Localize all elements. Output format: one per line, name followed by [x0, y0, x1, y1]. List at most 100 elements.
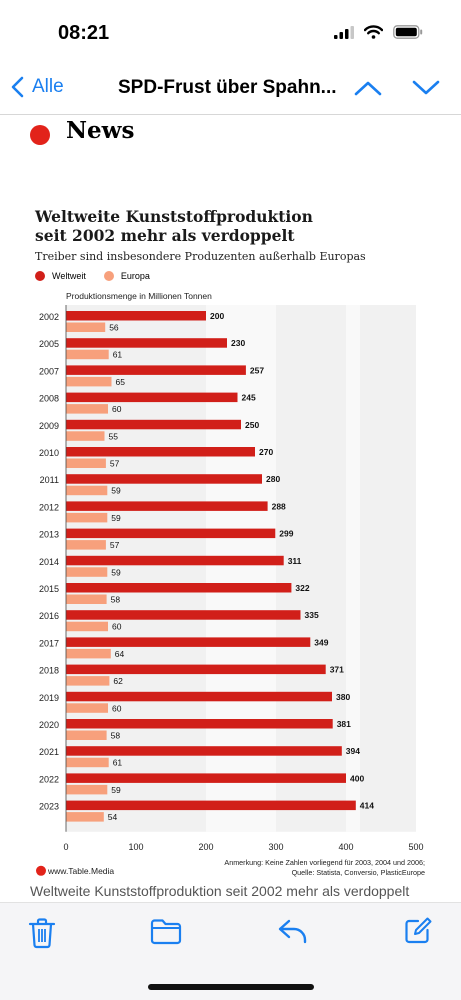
data-label-weltweit: 200	[210, 311, 224, 321]
move-folder-button[interactable]	[150, 917, 182, 950]
category-label: 2011	[40, 475, 59, 485]
data-label-weltweit: 380	[336, 692, 350, 702]
data-label-weltweit: 299	[279, 529, 293, 539]
data-label-europa: 61	[113, 758, 123, 768]
bottom-toolbar	[0, 902, 461, 1000]
data-label-europa: 57	[110, 459, 120, 469]
legend-swatch-europa	[103, 271, 114, 281]
bar-weltweit	[66, 773, 346, 783]
data-label-weltweit: 349	[314, 637, 328, 647]
category-label: 2007	[39, 366, 59, 376]
reply-icon	[278, 919, 307, 944]
data-label-europa: 58	[111, 595, 121, 605]
data-label-europa: 64	[115, 649, 125, 659]
bar-europa	[66, 676, 110, 686]
bar-europa	[66, 458, 106, 468]
section-label: News	[66, 117, 135, 144]
data-label-europa: 61	[113, 350, 123, 360]
category-label: 2017	[39, 638, 59, 648]
bar-europa	[66, 512, 108, 523]
data-label-weltweit: 394	[346, 746, 360, 756]
bar-weltweit	[66, 800, 356, 811]
data-label-europa: 60	[112, 404, 122, 414]
message-title: SPD-Frust über Spahn...	[118, 77, 337, 98]
legend-swatch-weltweit	[35, 271, 45, 281]
bar-europa	[66, 784, 108, 795]
legend-item-weltweit: Weltweit	[35, 271, 86, 281]
compose-icon	[405, 917, 432, 944]
bar-chart: Produktionsmenge in Millionen Tonnen 200 2…	[36, 291, 425, 877]
x-tick-label: 500	[408, 842, 423, 852]
bar-europa	[66, 621, 108, 632]
bar-europa	[66, 567, 108, 577]
news-dot-icon	[30, 125, 50, 145]
message-body[interactable]: News Weltweite Kunststoffproduktion seit…	[0, 115, 461, 901]
folder-icon	[150, 919, 182, 945]
table-media-logo-icon	[36, 865, 46, 876]
bar-europa	[66, 540, 106, 550]
category-label: 2008	[39, 394, 59, 404]
category-label: 2019	[39, 693, 59, 703]
bar-europa	[66, 431, 105, 441]
bar-weltweit	[66, 583, 292, 593]
x-tick-label: 300	[268, 842, 283, 852]
bar-weltweit	[66, 311, 206, 321]
bar-europa	[66, 703, 108, 713]
data-label-europa: 56	[109, 323, 119, 333]
data-label-europa: 59	[111, 785, 121, 795]
chart-image[interactable]: Weltweite Kunststoffproduktion seit 2002…	[22, 201, 442, 881]
signal-icon	[334, 25, 354, 39]
compose-button[interactable]	[404, 917, 432, 950]
chart-background-band	[346, 305, 360, 832]
data-label-europa: 65	[116, 377, 126, 387]
data-label-weltweit: 257	[250, 365, 264, 375]
bar-weltweit	[66, 419, 241, 430]
bar-europa	[66, 322, 106, 332]
category-label: 2005	[39, 339, 59, 349]
chart-title-line-1: Weltweite Kunststoffproduktion	[35, 207, 313, 226]
data-label-weltweit: 270	[259, 447, 273, 457]
bar-weltweit	[66, 528, 276, 539]
category-label: 2010	[39, 448, 59, 458]
category-label: 2020	[39, 720, 59, 730]
category-label: 2012	[39, 502, 59, 512]
status-icons	[334, 25, 423, 39]
category-label: 2022	[39, 774, 59, 784]
category-label: 2021	[39, 747, 59, 757]
battery-icon	[393, 25, 423, 39]
nav-divider	[0, 114, 461, 115]
data-label-weltweit: 371	[330, 665, 344, 675]
y-axis-label: Produktionsmenge in Millionen Tonnen	[66, 291, 212, 301]
data-label-europa: 54	[108, 812, 118, 822]
chevron-up-icon	[354, 81, 382, 96]
bar-weltweit	[66, 637, 311, 647]
category-label: 2018	[39, 666, 59, 676]
data-label-weltweit: 288	[272, 501, 286, 511]
data-label-europa: 59	[111, 486, 121, 496]
delete-button[interactable]	[28, 917, 56, 954]
bar-europa	[66, 812, 104, 822]
x-tick-label: 200	[198, 842, 213, 852]
chevron-left-icon	[11, 76, 24, 98]
data-label-weltweit: 335	[305, 610, 319, 620]
category-label: 2016	[39, 611, 59, 621]
category-label: 2023	[39, 802, 59, 812]
reply-button[interactable]	[277, 917, 309, 950]
bar-weltweit	[66, 664, 326, 675]
data-label-europa: 60	[112, 622, 122, 632]
bar-weltweit	[66, 338, 227, 348]
data-label-weltweit: 245	[242, 393, 256, 403]
bar-europa	[66, 349, 109, 360]
bar-europa	[66, 485, 108, 496]
data-label-europa: 55	[109, 431, 119, 441]
back-button[interactable]: Alle	[10, 76, 64, 98]
nav-bar: Alle SPD-Frust über Spahn...	[0, 66, 461, 112]
data-label-europa: 59	[111, 567, 121, 577]
bar-weltweit	[66, 474, 262, 484]
data-label-weltweit: 250	[245, 420, 259, 430]
category-label: 2014	[39, 557, 59, 567]
next-message-button[interactable]	[412, 80, 440, 101]
previous-message-button[interactable]	[354, 80, 382, 101]
data-label-weltweit: 311	[288, 556, 302, 566]
bar-europa	[66, 404, 108, 414]
